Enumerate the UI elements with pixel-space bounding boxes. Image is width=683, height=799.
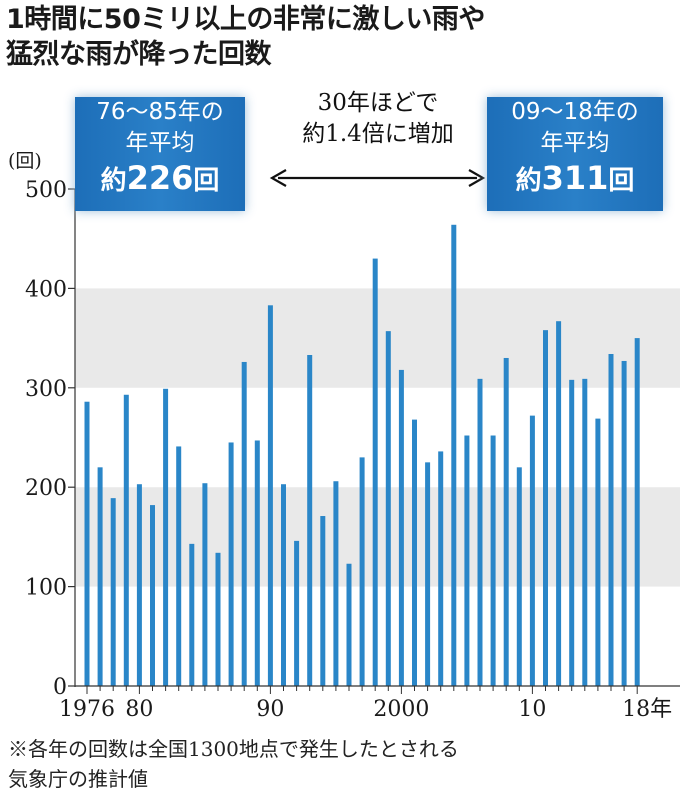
- bar-2003: [438, 451, 444, 686]
- footnote: ※各年の回数は全国1300地点で発生したとされる 気象庁の推計値: [8, 734, 678, 794]
- bar-1991: [281, 484, 286, 686]
- bar-1997: [359, 457, 365, 686]
- x-tick-label-1976: 1976: [59, 697, 115, 722]
- bar-2007: [490, 435, 496, 686]
- bar-1998: [372, 258, 378, 686]
- y-tick-label-300: 300: [25, 377, 67, 402]
- x-tick-label-2000: 2000: [373, 697, 429, 722]
- bar-1979: [123, 394, 129, 686]
- x-tick-label-1990: 90: [256, 697, 284, 722]
- bar-1978: [110, 498, 116, 686]
- callout-left-label: 年平均: [125, 130, 195, 156]
- bar-1988: [241, 361, 247, 686]
- increase-note-line-1: 30年ほどで: [317, 90, 439, 116]
- bar-2014: [582, 378, 588, 686]
- title-line-1: 1時間に50ミリ以上の非常に激しい雨や: [6, 4, 485, 35]
- bar-2001: [412, 419, 417, 686]
- bar-2008: [503, 357, 509, 686]
- x-tick-label-2018: 18年: [622, 697, 672, 722]
- bar-1990: [267, 305, 273, 686]
- callout-right-period: 09～18年の: [511, 99, 639, 125]
- callout-left-value: 約226回: [100, 159, 220, 197]
- callout-left-period: 76～85年の: [96, 99, 224, 125]
- bar-1977: [97, 467, 103, 686]
- increase-arrow-left-head: [269, 169, 287, 187]
- bar-2002: [425, 462, 431, 686]
- y-tick-label-400: 400: [25, 277, 67, 302]
- bar-2011: [543, 330, 548, 686]
- increase-arrow-right-head: [468, 169, 486, 187]
- bar-1982: [163, 388, 169, 686]
- y-tick-label-200: 200: [25, 476, 67, 501]
- y-axis-unit-label: (回): [8, 150, 42, 172]
- bar-2004: [451, 224, 457, 686]
- bar-2018: [634, 338, 640, 686]
- bar-1999: [385, 331, 391, 686]
- callout-right-box: 09～18年の 年平均 約311回: [487, 97, 663, 211]
- increase-note-line-2: 約1.4倍に増加: [302, 121, 454, 147]
- bar-1983: [176, 446, 182, 686]
- bar-2005: [464, 435, 470, 686]
- bar-1986: [215, 552, 221, 686]
- increase-note: 30年ほどで 約1.4倍に増加: [268, 88, 488, 150]
- bar-1989: [254, 440, 260, 686]
- bar-1984: [189, 543, 195, 686]
- chart-title: 1時間に50ミリ以上の非常に激しい雨や 猛烈な雨が降った回数: [6, 2, 676, 72]
- x-tick-label-2010: 10: [518, 697, 546, 722]
- footnote-line-2: 気象庁の推計値: [8, 767, 148, 791]
- bar-1992: [294, 540, 300, 686]
- x-tick-label-1980: 80: [125, 697, 153, 722]
- bar-1996: [346, 563, 352, 686]
- bar-2009: [516, 467, 522, 686]
- bar-1980: [136, 484, 142, 686]
- bar-1993: [307, 354, 313, 686]
- bar-2012: [556, 321, 562, 686]
- bar-2006: [477, 378, 483, 686]
- callout-left-box: 76～85年の 年平均 約226回: [75, 97, 245, 211]
- title-line-2: 猛烈な雨が降った回数: [6, 39, 272, 70]
- y-tick-label-0: 0: [53, 675, 67, 700]
- footnote-line-1: ※各年の回数は全国1300地点で発生したとされる: [8, 737, 459, 761]
- bar-1994: [320, 516, 326, 686]
- bar-1976: [84, 401, 90, 686]
- bar-1981: [150, 505, 155, 686]
- bar-2000: [398, 369, 404, 686]
- bar-2010: [529, 415, 535, 686]
- bar-2015: [595, 418, 601, 686]
- y-tick-label-500: 500: [25, 178, 67, 203]
- bar-2017: [621, 360, 627, 686]
- bar-2013: [569, 379, 575, 686]
- bar-2016: [608, 354, 614, 686]
- bar-1987: [228, 442, 234, 686]
- callout-right-label: 年平均: [540, 130, 610, 156]
- y-tick-label-100: 100: [25, 576, 67, 601]
- bar-1985: [202, 483, 208, 686]
- callout-right-value: 約311回: [515, 159, 635, 197]
- bar-1995: [333, 481, 339, 686]
